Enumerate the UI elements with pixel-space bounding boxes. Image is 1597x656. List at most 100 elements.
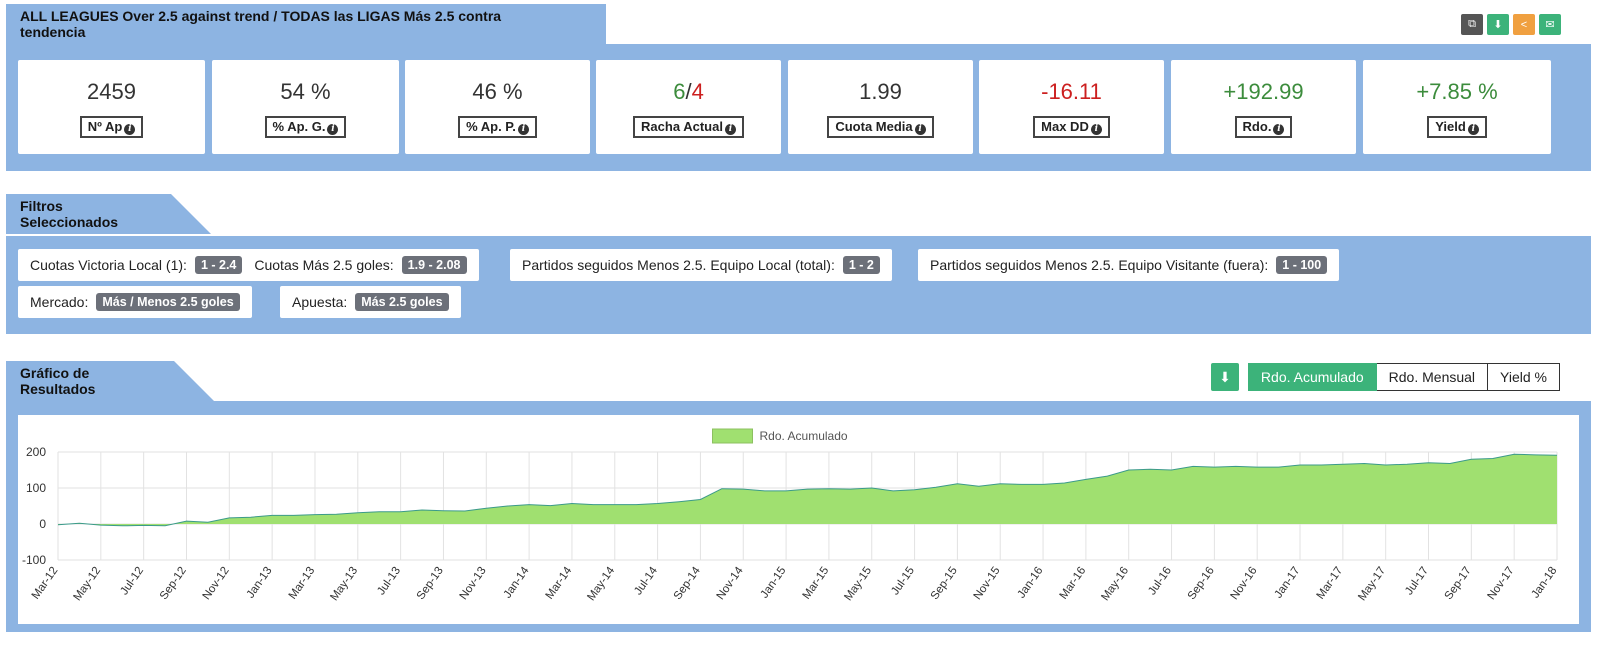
x-tick-label: Mar-12 — [30, 565, 61, 602]
filters-title: Filtros Seleccionados — [20, 198, 119, 230]
series-line — [57, 453, 1558, 527]
chart-mode-group: Rdo. Acumulado Rdo. Mensual Yield % — [1247, 363, 1560, 391]
stat-value: +192.99 — [1223, 79, 1304, 104]
stat-label[interactable]: Yield i — [1427, 116, 1487, 138]
stat-value: 2459 — [87, 79, 136, 104]
x-tick-label: Jan-16 — [1016, 565, 1046, 601]
download-icon[interactable]: ⬇ — [1487, 14, 1509, 35]
stat-label[interactable]: Racha Actual i — [633, 116, 744, 138]
stat-value: +7.85 % — [1416, 79, 1498, 104]
x-tick-label: Mar-16 — [1058, 565, 1089, 602]
stat-value: 54 % — [280, 79, 331, 104]
filter-chip: Cuotas Victoria Local (1): 1 - 2.4 Cuota… — [18, 249, 479, 281]
filter-value-badge: 1 - 100 — [1276, 256, 1328, 274]
filter-value-badge: 1.9 - 2.08 — [401, 256, 467, 274]
header-actions: ⧉ ⬇ < ✉ — [1461, 14, 1561, 35]
chart-section: 200 100 0 -100 Mar-12 May-12 Jul-12 Sep-12 Nov-1… — [6, 401, 1591, 632]
btn-yield[interactable]: Yield % — [1488, 363, 1560, 391]
x-tick-label: Jan-18 — [1529, 565, 1559, 601]
x-tick-label: Mar-17 — [1315, 565, 1346, 602]
stat-card-maxdd: -16.11 Max DD i — [979, 60, 1164, 154]
info-icon: i — [124, 124, 136, 135]
stat-value: 1.99 — [859, 79, 902, 104]
x-tick-label: Jan-13 — [245, 565, 275, 601]
chart-panel: 200 100 0 -100 Mar-12 May-12 Jul-12 Sep-12 Nov-1… — [18, 415, 1579, 624]
filter-chip: Apuesta: Más 2.5 goles — [280, 286, 461, 318]
y-tick-label: 0 — [39, 517, 46, 531]
page-title-tab: ALL LEAGUES Over 2.5 against trend / TOD… — [6, 4, 606, 44]
filter-chip: Partidos seguidos Menos 2.5. Equipo Visi… — [918, 249, 1340, 281]
y-tick-label: -100 — [22, 553, 46, 567]
x-tick-label: Nov-13 — [458, 565, 489, 602]
stat-card-cuota: 1.99 Cuota Media i — [788, 60, 973, 154]
x-tick-label: Sep-15 — [929, 565, 960, 602]
y-tick-label: 100 — [26, 481, 46, 495]
email-icon[interactable]: ✉ — [1539, 14, 1561, 35]
stat-label[interactable]: Rdo. i — [1234, 116, 1293, 138]
x-tick-label: May-13 — [328, 565, 360, 603]
btn-rdo-mensual[interactable]: Rdo. Mensual — [1376, 363, 1489, 391]
x-tick-label: May-17 — [1356, 565, 1388, 603]
info-icon: i — [1090, 124, 1102, 135]
results-title: Gráfico de Resultados — [20, 365, 96, 397]
x-tick-label: Jul-17 — [1403, 565, 1431, 598]
info-icon: i — [517, 124, 529, 135]
stat-card-perdidas: 46 % % Ap. P. i — [405, 60, 590, 154]
x-tick-label: Nov-12 — [201, 565, 232, 602]
x-tick-label: Mar-15 — [801, 565, 832, 602]
x-tick-label: Mar-14 — [544, 564, 575, 601]
stat-label[interactable]: Nº Ap i — [79, 116, 144, 138]
racha-wins: 6 — [673, 79, 686, 104]
x-tick-label: May-12 — [71, 565, 103, 603]
x-tick-label: Jul-12 — [118, 565, 146, 598]
x-tick-label: Jan-15 — [759, 565, 789, 601]
results-tab: Gráfico de Resultados — [6, 361, 214, 401]
legend-swatch — [712, 428, 753, 444]
stat-card-ganadas: 54 % % Ap. G. i — [212, 60, 399, 154]
x-tick-label: Nov-14 — [715, 564, 746, 602]
filters-panel: Cuotas Victoria Local (1): 1 - 2.4 Cuota… — [6, 236, 1591, 334]
chart-download-button[interactable]: ⬇ — [1211, 363, 1239, 391]
y-tick-label: 200 — [26, 445, 46, 459]
info-icon: i — [914, 124, 926, 135]
stat-card-racha: 6/4 Racha Actual i — [596, 60, 781, 154]
series-area — [58, 454, 1557, 526]
x-tick-label: Jul-15 — [889, 565, 917, 598]
filter-value-badge: Más 2.5 goles — [355, 293, 449, 311]
filter-value-badge: 1 - 2.4 — [194, 256, 243, 274]
stat-card-yield: +7.85 % Yield i — [1363, 60, 1551, 154]
x-tick-label: Nov-17 — [1486, 565, 1517, 602]
stats-panel: 2459 Nº Ap i 54 % % Ap. G. i 46 % % Ap. P.… — [6, 44, 1591, 171]
filters-tab: Filtros Seleccionados — [6, 194, 211, 234]
filter-value-badge: Más / Menos 2.5 goles — [96, 293, 240, 311]
stat-label[interactable]: % Ap. G. i — [264, 116, 347, 138]
info-icon: i — [1467, 124, 1479, 135]
x-tick-label: Nov-16 — [1229, 565, 1260, 602]
stat-card-rdo: +192.99 Rdo. i — [1171, 60, 1356, 154]
share-icon[interactable]: < — [1513, 14, 1535, 35]
page-title: ALL LEAGUES Over 2.5 against trend / TOD… — [20, 8, 502, 40]
x-tick-label: Sep-17 — [1443, 565, 1474, 602]
header-bar-right — [606, 4, 1591, 44]
x-tick-label: Mar-13 — [287, 565, 318, 602]
info-icon: i — [724, 124, 736, 135]
stat-value: 6/4 — [596, 78, 781, 106]
download-icon: ⬇ — [1219, 368, 1231, 385]
x-tick-label: Sep-16 — [1186, 565, 1217, 602]
x-tick-label: May-16 — [1099, 565, 1131, 603]
stat-label[interactable]: Cuota Media i — [827, 116, 934, 138]
filter-chip: Mercado: Más / Menos 2.5 goles — [18, 286, 252, 318]
x-tick-label: Jan-17 — [1272, 565, 1302, 601]
x-tick-label: Jul-14 — [632, 564, 660, 597]
stat-label[interactable]: % Ap. P. i — [458, 116, 537, 138]
x-tick-label: Sep-14 — [672, 564, 703, 602]
stat-label[interactable]: Max DD i — [1033, 116, 1110, 138]
racha-losses: 4 — [691, 79, 704, 104]
x-tick-label: May-15 — [842, 565, 874, 603]
copy-icon[interactable]: ⧉ — [1461, 14, 1483, 35]
x-tick-label: Nov-15 — [972, 565, 1003, 602]
x-tick-label: Jul-16 — [1146, 565, 1174, 598]
btn-rdo-acumulado[interactable]: Rdo. Acumulado — [1247, 363, 1377, 391]
filter-chip: Partidos seguidos Menos 2.5. Equipo Loca… — [510, 249, 892, 281]
